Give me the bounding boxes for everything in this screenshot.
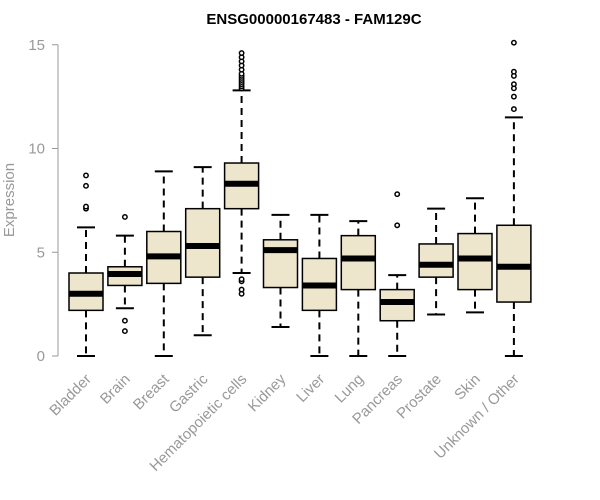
outlier-point <box>238 276 245 283</box>
outlier-point <box>83 182 89 189</box>
box-iqr <box>262 239 299 289</box>
box-iqr <box>457 232 493 291</box>
outlier-point <box>394 191 401 198</box>
box-group-kidney <box>262 213 299 328</box>
box-group-pancreas <box>379 191 415 357</box>
outlier-point <box>238 286 245 293</box>
box-group-gastric <box>184 166 221 337</box>
outlier-point <box>121 317 128 324</box>
outlier-point <box>121 214 128 220</box>
box-group-breast <box>146 170 182 357</box>
box-group-prostate <box>418 207 454 316</box>
y-tick-label: 10 <box>28 141 45 158</box>
box-group-hematopoietic-cells <box>223 50 260 297</box>
box-group-bladder <box>68 172 104 357</box>
x-tick-label: Breast <box>130 370 173 413</box>
outlier-point <box>83 172 89 179</box>
x-tick-label: Lung <box>332 371 368 407</box>
y-tick-label: 15 <box>28 37 45 54</box>
outlier-point <box>510 81 517 88</box>
x-tick-label: Skin <box>451 371 484 404</box>
box-group-skin <box>457 197 493 314</box>
x-tick-label: Kidney <box>245 370 290 415</box>
box-iqr <box>340 234 377 291</box>
box-iqr <box>418 243 454 278</box>
box-iqr <box>496 224 532 303</box>
chart-title: ENSG00000167483 - FAM129C <box>206 11 421 28</box>
outlier-point <box>510 93 517 100</box>
box-group-unknown-other <box>496 39 532 357</box>
box-iqr <box>379 288 415 322</box>
outlier-point <box>121 328 128 335</box>
box-group-liver <box>301 213 338 357</box>
outlier-point <box>510 39 517 46</box>
box-iqr <box>184 207 221 278</box>
outlier-point <box>510 68 517 75</box>
y-tick-label: 5 <box>37 244 45 261</box>
x-tick-label: Liver <box>293 371 328 406</box>
outlier-point <box>394 222 401 229</box>
y-tick-label: 0 <box>37 348 45 365</box>
y-axis-label: Expression <box>1 163 18 237</box>
outlier-point <box>510 106 517 113</box>
box-group-lung <box>340 220 377 357</box>
outlier-point <box>238 50 245 56</box>
box-group-brain <box>107 214 143 335</box>
y-axis: 0 5 10 15 <box>28 37 59 365</box>
outlier-point <box>83 203 89 210</box>
x-tick-label: Bladder <box>46 371 95 420</box>
x-tick-label: Brain <box>97 371 134 408</box>
boxes-layer <box>68 39 532 357</box>
